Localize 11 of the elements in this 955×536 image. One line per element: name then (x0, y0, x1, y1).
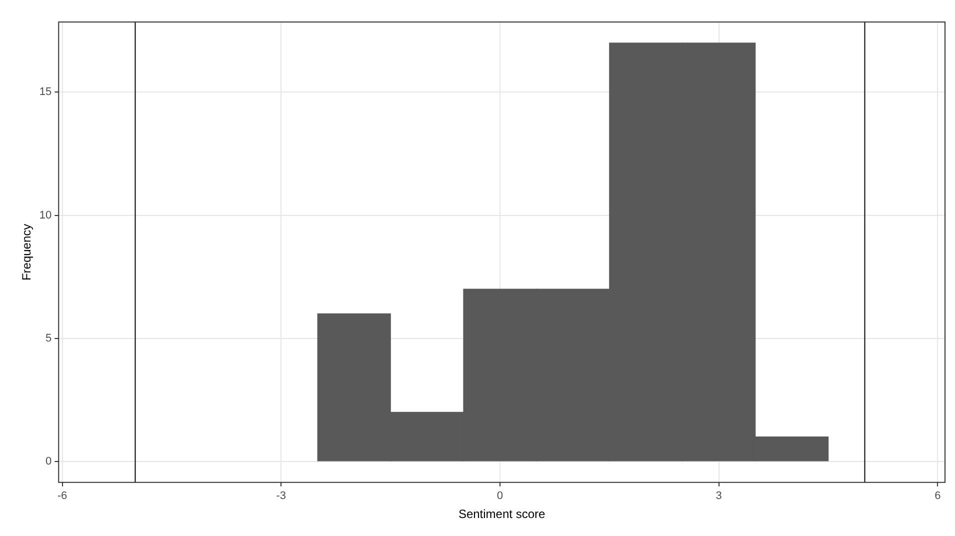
y-tick-label: 10 (39, 209, 52, 222)
x-axis-title: Sentiment score (458, 507, 546, 522)
x-tick-label: 0 (496, 490, 504, 502)
x-tick-label: -6 (57, 490, 68, 502)
x-tick-label: 3 (716, 490, 722, 502)
x-tick-label: 6 (934, 490, 941, 502)
y-tick-label: 0 (46, 456, 52, 468)
y-axis-title: Frequency (20, 224, 34, 281)
x-tick-label: -3 (276, 490, 286, 502)
y-tick-label: 5 (46, 332, 52, 344)
y-tick-label: 15 (39, 86, 52, 98)
